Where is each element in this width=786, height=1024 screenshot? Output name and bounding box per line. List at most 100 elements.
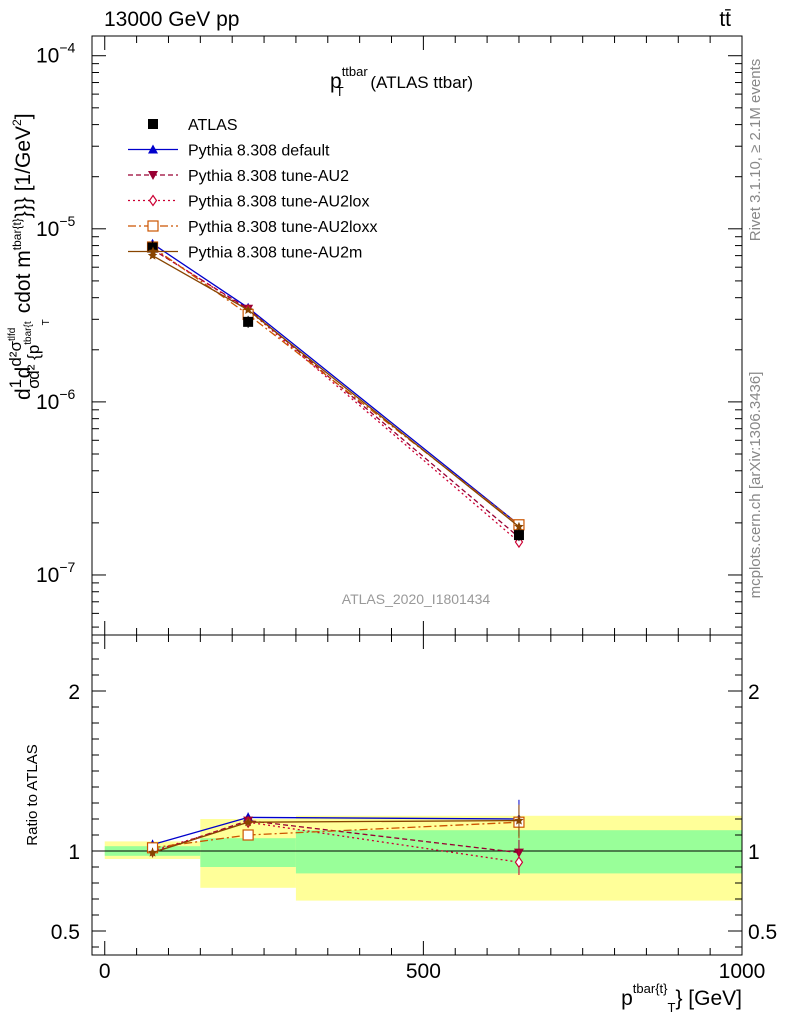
series-point (243, 304, 253, 314)
series-line (152, 255, 520, 528)
main-title-rest: (ATLAS ttbar) (366, 73, 473, 92)
legend-label: Pythia 8.308 tune-AU2m (188, 245, 362, 262)
series-pythia-8-308-tune-au2m (147, 250, 524, 531)
series-line (152, 248, 520, 538)
main-title-p: p (330, 70, 342, 93)
ratio-x-tick-label: 1000 (719, 960, 766, 983)
main-title: pttbar T (ATLAS ttbar) (330, 64, 473, 99)
series-pythia-8-308-tune-au2lox (148, 242, 524, 549)
ratio-y-tick-label: 1 (68, 841, 80, 864)
ratio-x-tick-label: 0 (99, 960, 111, 983)
legend-marker (148, 119, 158, 129)
ratio-y-tick-label: 0.5 (51, 921, 80, 944)
ylabel-frac2-den-sup: tbar{t (23, 321, 34, 345)
legend-entry-pythia-8-308-tune-au2: Pythia 8.308 tune-AU2 (128, 168, 349, 185)
series-line (152, 247, 520, 543)
legend-marker (147, 220, 159, 232)
ylabel-frac2-num-sup: tlfd (7, 328, 18, 341)
xlabel-rest: } [GeV] (675, 987, 742, 1010)
ylabel-frac2-den-sub: T (41, 319, 52, 325)
main-y-tick-label: 10−5 (36, 213, 76, 241)
legend-label: ATLAS (188, 117, 238, 134)
analysis-watermark: ATLAS_2020_I1801434 (342, 591, 491, 607)
legend-label: Pythia 8.308 tune-AU2 (188, 168, 349, 185)
ratio-y-tick-label: 2 (68, 681, 80, 704)
series-pythia-8-308-tune-au2 (147, 245, 524, 543)
xlabel-sup: tbar{t} (633, 981, 668, 996)
legend-label: Pythia 8.308 default (188, 143, 330, 160)
ylabel-d-a: d (12, 388, 35, 400)
main-marks (146, 238, 525, 549)
ratio-y-tick-label-right: 2 (748, 681, 760, 704)
tick-exponent: −4 (59, 40, 75, 56)
ratio-point (147, 847, 158, 857)
tick-base: 10 (36, 391, 59, 414)
main-y-tick-label: 10−6 (36, 386, 76, 414)
legend-marker (148, 171, 158, 180)
ratio-x-tick-label: 500 (406, 960, 441, 983)
ylabel-frac1-num: 1 (6, 379, 25, 388)
series-atlas-data (147, 241, 524, 542)
main-ticks: 10−710−610−510−4 (36, 36, 743, 635)
legend-entry-pythia-8-308-tune-au2loxx: Pythia 8.308 tune-AU2loxx (128, 219, 377, 236)
main-panel: 10−710−610−510−4 pttbar T (ATLAS ttbar) A… (6, 35, 743, 636)
ratio-series-pythia-8-308-tune-au2m (147, 804, 524, 858)
source-label: mcplots.cern.ch [arXiv:1306.3436] (747, 372, 764, 599)
ratio-xlabel: ptbar{t}T} [GeV] (621, 981, 742, 1015)
main-ylabel: d1σdd²σtlfdd² {ptbar{t Tcdot mtbar{t}}}} … (6, 113, 52, 400)
main-y-tick-label: 10−7 (36, 559, 76, 587)
ylabel-tail-close: ] (12, 113, 35, 119)
legend: ATLAS Pythia 8.308 default Pythia 8.308 tu… (128, 117, 377, 262)
xlabel-sub: T (668, 1000, 676, 1015)
ratio-y-tick-label-right: 0.5 (748, 921, 777, 944)
ratio-point (514, 856, 524, 869)
legend-entry-pythia-8-308-default: Pythia 8.308 default (128, 143, 330, 160)
ylabel-d-b: d (12, 367, 35, 379)
data-point (147, 242, 158, 253)
tick-base: 10 (36, 218, 59, 241)
ratio-marks (146, 799, 525, 875)
data-point (513, 530, 524, 541)
ratio-y-tick-label-right: 1 (748, 841, 760, 864)
series-point (147, 250, 158, 260)
ylabel-tail: }}} [1/GeV (12, 126, 35, 218)
tick-base: 10 (36, 564, 59, 587)
data-point (243, 316, 254, 327)
ratio-ylabel: Ratio to ATLAS (24, 744, 41, 845)
main-ylabel-text: d1σdd²σtlfdd² {ptbar{t Tcdot mtbar{t}}}} … (6, 113, 52, 400)
legend-entry-pythia-8-308-tune-au2lox: Pythia 8.308 tune-AU2lox (128, 194, 369, 211)
ylabel-frac1-den: σ (24, 378, 43, 389)
tick-exponent: −6 (59, 386, 75, 402)
ratio-ticks: 0.5 0.5 1 1 2 2 0 500 1000 (51, 635, 777, 983)
ratio-point (242, 829, 254, 841)
legend-entry-pythia-8-308-tune-au2m: Pythia 8.308 tune-AU2m (128, 245, 362, 262)
tick-exponent: −7 (59, 559, 75, 575)
header-left-label: 13000 GeV pp (104, 8, 239, 31)
ratio-bands (92, 815, 742, 901)
ylabel-cdot: cdot m (12, 250, 35, 313)
ylabel-tail-sup: 2 (10, 119, 24, 126)
ylabel-frac2-num: d²σ (6, 341, 25, 367)
tick-exponent: −5 (59, 213, 75, 229)
ratio-point (243, 817, 253, 827)
legend-marker (148, 144, 158, 154)
header-right-label: tt̄ (719, 8, 731, 31)
ratio-point (514, 815, 524, 825)
legend-marker (148, 194, 158, 207)
main-y-tick-label: 10−4 (36, 40, 76, 68)
main-title-sup: ttbar (342, 64, 369, 79)
rivet-label: Rivet 3.1.10, ≥ 2.1M events (747, 59, 764, 242)
ratio-frame (91, 634, 743, 956)
xlabel-p: p (621, 987, 633, 1010)
legend-marker (148, 246, 158, 256)
ylabel-frac2-den: d² {p (24, 345, 43, 380)
legend-entry-atlas: ATLAS (148, 117, 238, 134)
legend-label: Pythia 8.308 tune-AU2loxx (188, 219, 377, 236)
series-point (514, 521, 524, 531)
tick-base: 10 (36, 45, 59, 68)
legend-label: Pythia 8.308 tune-AU2lox (188, 194, 369, 211)
ylabel-cdot-sup: tbar{t} (10, 218, 24, 250)
main-title-sub: T (336, 84, 344, 99)
ratio-panel: 0.5 0.5 1 1 2 2 0 500 1000 Ratio to ATLAS ptbar{… (24, 634, 777, 1015)
